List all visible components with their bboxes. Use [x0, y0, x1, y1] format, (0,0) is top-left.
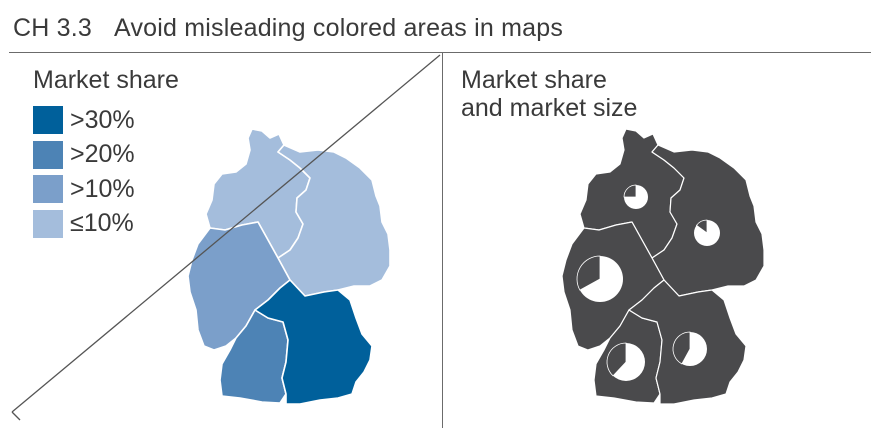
- legend: >30% >20% >10% ≤10%: [33, 103, 135, 241]
- pie-west: [576, 255, 623, 302]
- chapter-number: CH 3.3: [13, 14, 93, 42]
- strike-through-line: [11, 54, 441, 413]
- right-panel-title-line-2: and market size: [461, 94, 638, 122]
- choropleth-map: [187, 128, 391, 405]
- chapter-title: Avoid misleading colored areas in maps: [114, 14, 564, 42]
- legend-item-over-10: >10%: [33, 172, 135, 207]
- legend-item-up-to-10: ≤10%: [33, 207, 135, 242]
- region-southeast: [254, 279, 373, 405]
- legend-swatch: [33, 175, 63, 204]
- pie-share-slice: [623, 184, 637, 198]
- legend-item-over-30: >30%: [33, 103, 135, 138]
- pie-layer: [576, 184, 720, 381]
- legend-label: ≤10%: [70, 209, 134, 238]
- pie-north: [623, 184, 648, 209]
- strike-line-tick: [11, 411, 21, 421]
- page-title: CH 3.3 Avoid misleading colored areas in …: [13, 14, 563, 43]
- pie-northeast: [694, 219, 720, 246]
- legend-label: >10%: [70, 174, 135, 203]
- pie-share-slice: [695, 219, 708, 234]
- panel-divider: [442, 53, 443, 428]
- pie-share-slice: [606, 342, 627, 377]
- header-rule: [9, 52, 871, 53]
- right-panel-title-line-1: Market share: [461, 66, 607, 94]
- right-panel-title: Market share and market size: [461, 66, 721, 122]
- legend-item-over-20: >20%: [33, 138, 135, 173]
- pie-share-slice: [576, 255, 601, 291]
- legend-swatch: [33, 140, 63, 169]
- pie-share-slice: [672, 331, 691, 365]
- legend-swatch: [33, 106, 63, 135]
- region-northeast: [277, 144, 391, 297]
- legend-label: >30%: [70, 105, 135, 134]
- pie-southwest: [606, 342, 645, 381]
- legend-label: >20%: [70, 140, 135, 169]
- left-panel-title: Market share: [33, 66, 179, 94]
- legend-swatch: [33, 209, 63, 238]
- pie-southeast: [672, 331, 707, 366]
